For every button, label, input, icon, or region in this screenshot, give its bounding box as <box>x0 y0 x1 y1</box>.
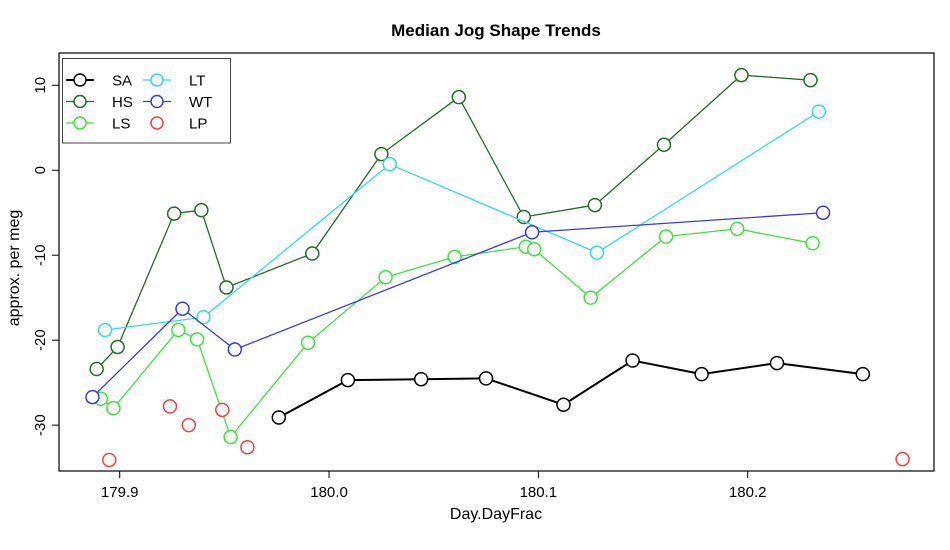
series-WT <box>85 205 831 405</box>
data-point-HS <box>587 197 603 213</box>
x-tick-label: 180.0 <box>310 484 348 501</box>
data-point-SA <box>271 410 287 425</box>
x-axis-label: Day.DayFrac <box>450 506 542 523</box>
legend-entry-WT: WT <box>143 94 212 111</box>
chart-title: Median Jog Shape Trends <box>391 21 601 40</box>
data-point-LS <box>223 429 238 445</box>
data-point-LP <box>215 402 230 418</box>
legend: SA HS LS LT WT LP <box>62 58 231 144</box>
data-point-SA <box>413 371 429 387</box>
data-point-HS <box>656 137 672 153</box>
data-point-HS <box>166 206 182 221</box>
legend-entry-LS: LS <box>66 116 130 133</box>
x-tick-label: 179.9 <box>101 484 139 501</box>
data-point-SA <box>625 353 640 368</box>
legend-label-LT: LT <box>189 73 205 90</box>
data-point-WT <box>524 225 540 240</box>
data-point-HS <box>374 146 389 162</box>
y-axis-label: approx. per meg <box>6 210 23 327</box>
data-point-LT <box>589 245 605 260</box>
legend-label-LS: LS <box>112 116 130 133</box>
data-point-SA <box>769 355 785 371</box>
series-LT <box>97 104 827 338</box>
data-point-WT <box>227 342 243 357</box>
series-LP <box>101 399 910 468</box>
y-tick-label: -10 <box>32 244 49 266</box>
legend-marker-SA <box>73 73 87 87</box>
legend-entry-LP: LP <box>150 116 207 133</box>
series-LS <box>93 221 820 445</box>
legend-entry-LT: LT <box>143 73 205 90</box>
legend-label-WT: WT <box>189 94 212 111</box>
plot-area: 179.9 180.0 180.1 180.2 10 0 -10 -20 -30 <box>32 52 935 501</box>
series-SA <box>271 353 871 425</box>
data-point-LS <box>171 322 186 338</box>
legend-entry-SA: SA <box>66 73 132 90</box>
legend-label-SA: SA <box>112 73 132 90</box>
legend-label-LP: LP <box>189 116 207 133</box>
y-tick-label: -20 <box>32 329 49 351</box>
data-point-SA <box>855 366 871 382</box>
y-tick-label: 0 <box>32 166 49 174</box>
data-point-LS <box>583 290 598 305</box>
legend-marker-HS <box>73 94 87 109</box>
data-point-LP <box>162 399 178 414</box>
data-point-LS <box>805 236 820 251</box>
legend-box <box>62 58 231 144</box>
legend-marker-WT <box>150 94 164 109</box>
data-point-LS <box>526 242 542 257</box>
data-point-HS <box>110 339 125 355</box>
data-point-LS <box>189 332 205 347</box>
data-point-SA <box>340 372 356 388</box>
data-point-SA <box>478 371 494 386</box>
legend-marker-LS <box>73 116 87 130</box>
data-point-HS <box>194 202 209 218</box>
data-point-LS <box>729 221 745 237</box>
x-tick-label: 180.2 <box>729 484 767 501</box>
data-point-WT <box>815 205 831 220</box>
legend-label-HS: HS <box>112 94 133 111</box>
data-point-HS <box>305 246 320 261</box>
data-point-LP <box>181 417 197 433</box>
data-point-WT <box>85 389 100 405</box>
data-point-LS <box>300 335 316 350</box>
data-point-SA <box>556 397 571 412</box>
series-HS <box>89 67 818 377</box>
data-point-LS <box>378 270 393 285</box>
legend-marker-LP <box>150 116 164 130</box>
data-point-LS <box>658 229 674 244</box>
data-point-LP <box>895 451 910 467</box>
series-line-WT <box>92 212 824 398</box>
data-point-LT <box>196 309 211 325</box>
plot-border <box>58 52 935 472</box>
y-tick-label: 10 <box>32 77 49 94</box>
legend-entry-HS: HS <box>66 94 133 111</box>
data-point-LS <box>106 400 121 416</box>
data-point-HS <box>803 72 818 88</box>
data-point-LP <box>101 452 117 468</box>
data-point-HS <box>219 280 234 295</box>
data-point-HS <box>451 89 467 105</box>
data-point-LT <box>811 104 827 119</box>
data-point-HS <box>89 361 104 377</box>
legend-marker-LT <box>150 73 164 87</box>
data-point-SA <box>694 366 709 382</box>
data-point-LT <box>97 322 113 338</box>
data-point-LT <box>382 157 397 172</box>
y-tick-label: -30 <box>32 414 49 436</box>
x-tick-label: 180.1 <box>520 484 558 501</box>
data-point-LP <box>240 439 255 455</box>
data-point-WT <box>175 301 190 316</box>
data-point-HS <box>734 67 749 83</box>
